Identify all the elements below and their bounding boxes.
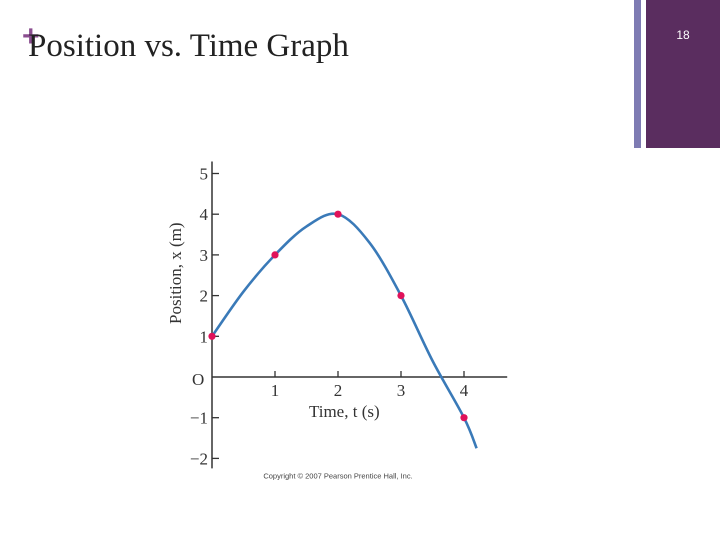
origin-label: O bbox=[192, 370, 204, 389]
y-tick-label-5: 1 bbox=[200, 327, 209, 346]
y-tick-label-1: 5 bbox=[200, 165, 209, 184]
y-tick-label-2: 4 bbox=[200, 205, 209, 224]
x-tick-label-3: 3 bbox=[397, 381, 406, 400]
copyright-text: Copyright © 2007 Pearson Prentice Hall, … bbox=[263, 471, 412, 480]
y-tick-label-7: −2 bbox=[190, 449, 208, 468]
slide-title: Position vs. Time Graph bbox=[28, 28, 349, 64]
position-curve bbox=[210, 212, 478, 449]
accent-bar-dark bbox=[646, 0, 720, 148]
y-tick-label-3: 3 bbox=[200, 246, 209, 265]
x-tick-label-4: 4 bbox=[460, 381, 469, 400]
x-tick-label-2: 2 bbox=[334, 381, 343, 400]
accent-bar-light bbox=[634, 0, 641, 148]
slide-number: 18 bbox=[676, 28, 690, 42]
data-point-1 bbox=[208, 332, 216, 340]
data-point-4 bbox=[397, 292, 405, 300]
data-point-3 bbox=[334, 210, 342, 218]
data-point-5 bbox=[460, 414, 468, 422]
x-tick-label-1: 1 bbox=[271, 381, 280, 400]
plus-icon: + bbox=[22, 20, 40, 53]
y-axis-label: Position, x (m) bbox=[166, 222, 185, 324]
data-point-2 bbox=[271, 251, 279, 259]
y-tick-label-6: −1 bbox=[190, 409, 208, 428]
y-tick-label-4: 2 bbox=[200, 287, 209, 306]
x-axis-label: Time, t (s) bbox=[309, 402, 380, 421]
